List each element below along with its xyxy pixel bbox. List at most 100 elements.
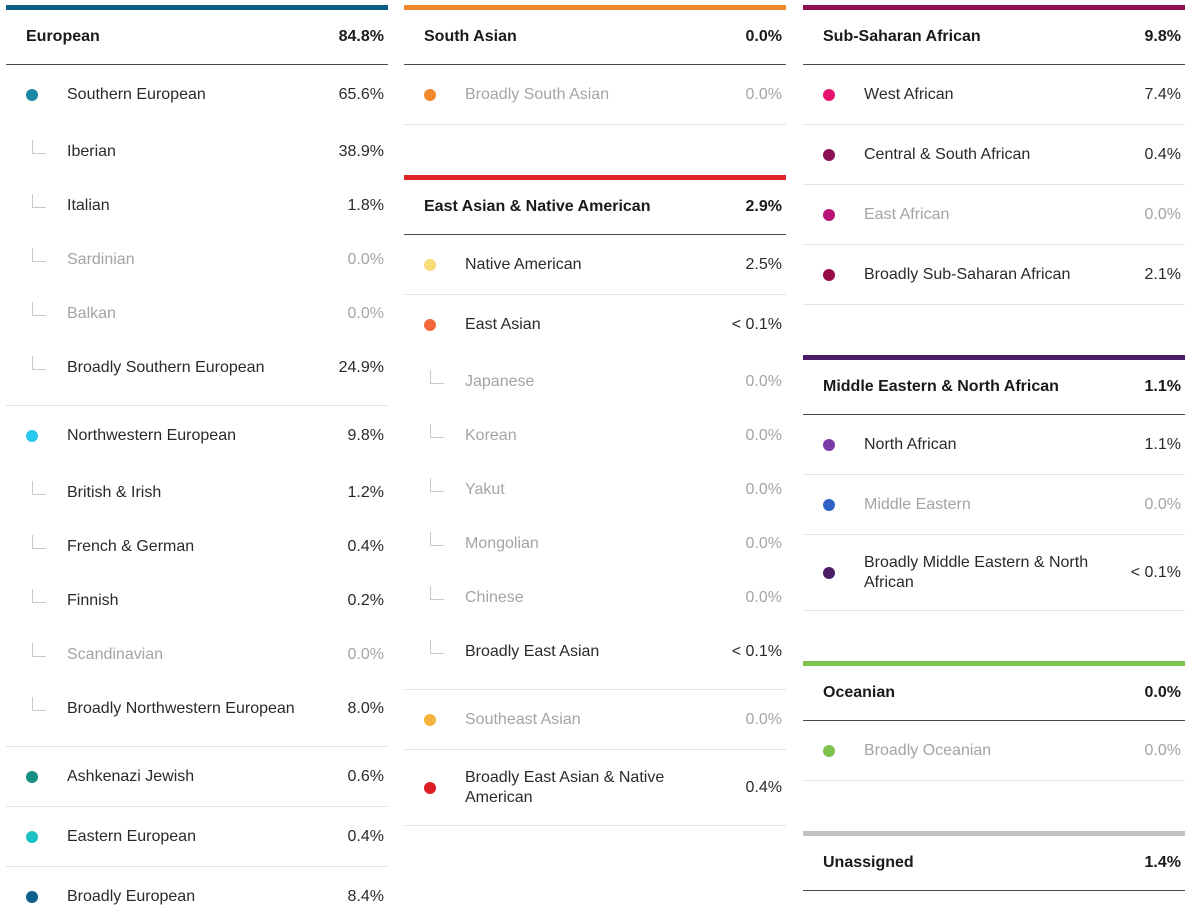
- row-left: French & German: [6, 535, 194, 556]
- sub-population-label: Sardinian: [67, 251, 135, 268]
- section-header[interactable]: Sub-Saharan African 9.8%: [803, 10, 1185, 65]
- section-east-asian-native-american: East Asian & Native American 2.9% Native…: [404, 175, 786, 826]
- section-header[interactable]: European 84.8%: [6, 10, 388, 65]
- sub-population-percent: 0.0%: [745, 535, 782, 552]
- population-group: Northwestern European 9.8% British & Irish…: [6, 406, 388, 747]
- section-rows: Native American 2.5% East Asian < 0.1% Japan…: [404, 235, 786, 826]
- tree-elbow-icon: [430, 370, 444, 384]
- tree-elbow-icon: [32, 535, 46, 549]
- section-header[interactable]: East Asian & Native American 2.9%: [404, 180, 786, 235]
- tree-elbow-icon: [430, 478, 444, 492]
- section-european: European 84.8% Southern European 65.6% Ibe…: [6, 5, 388, 915]
- population-row-broadly-east-asian-and-native-american[interactable]: Broadly East Asian & Native American 0.4%: [404, 750, 786, 826]
- population-row-southeast-asian[interactable]: Southeast Asian 0.0%: [404, 690, 786, 750]
- sub-population-row-korean[interactable]: Korean 0.0%: [404, 409, 786, 463]
- sub-population-row-mongolian[interactable]: Mongolian 0.0%: [404, 517, 786, 571]
- sub-population-label: Yakut: [465, 481, 505, 498]
- population-row-northwestern-european[interactable]: Northwestern European 9.8%: [6, 406, 388, 466]
- section-header[interactable]: Middle Eastern & North African 1.1%: [803, 360, 1185, 415]
- sub-population-row-yakut[interactable]: Yakut 0.0%: [404, 463, 786, 517]
- legend-dot: [26, 430, 38, 442]
- population-row-east-african[interactable]: East African 0.0%: [803, 185, 1185, 245]
- population-row-broadly-sub-saharan-african[interactable]: Broadly Sub-Saharan African 2.1%: [803, 245, 1185, 305]
- population-percent: 8.4%: [347, 887, 384, 905]
- sub-population-percent: 0.0%: [347, 305, 384, 322]
- section-percent: 1.1%: [1144, 378, 1181, 395]
- section-sub-saharan-african: Sub-Saharan African 9.8% West African 7.4…: [803, 5, 1185, 305]
- sub-population-label: Chinese: [465, 589, 524, 606]
- population-row-central-and-south-african[interactable]: Central & South African 0.4%: [803, 125, 1185, 185]
- population-row-north-african[interactable]: North African 1.1%: [803, 415, 1185, 475]
- legend-dot: [823, 566, 835, 579]
- tree-elbow-icon: [32, 194, 46, 208]
- legend-dot: [26, 890, 38, 903]
- sub-population-percent: 0.4%: [347, 538, 384, 555]
- legend-dot: [424, 781, 436, 794]
- population-label: Ashkenazi Jewish: [67, 767, 195, 785]
- population-percent: 0.0%: [745, 85, 782, 103]
- population-row-ashkenazi-jewish[interactable]: Ashkenazi Jewish 0.6%: [6, 747, 388, 807]
- section-header[interactable]: South Asian 0.0%: [404, 10, 786, 65]
- sub-population-row-balkan[interactable]: Balkan 0.0%: [6, 287, 388, 341]
- row-left: Broadly Southern European: [6, 356, 265, 377]
- sub-population-row-french-and-german[interactable]: French & German 0.4%: [6, 520, 388, 574]
- population-row-middle-eastern[interactable]: Middle Eastern 0.0%: [803, 475, 1185, 535]
- legend-dot: [424, 88, 436, 101]
- sub-population-row-broadly-east-asian[interactable]: Broadly East Asian < 0.1%: [404, 625, 786, 679]
- section-south-asian: South Asian 0.0% Broadly South Asian 0.0%: [404, 5, 786, 125]
- population-row-broadly-european[interactable]: Broadly European 8.4%: [6, 867, 388, 915]
- population-percent: 7.4%: [1144, 85, 1181, 103]
- sub-population-row-broadly-northwestern-european[interactable]: Broadly Northwestern European 8.0%: [6, 682, 388, 736]
- row-left: Southern European: [6, 85, 206, 105]
- population-row-east-asian[interactable]: East Asian < 0.1%: [404, 295, 786, 355]
- sub-population-row-sardinian[interactable]: Sardinian 0.0%: [6, 233, 388, 287]
- sub-population-label: Broadly Southern European: [67, 359, 265, 376]
- population-label: Central & South African: [864, 145, 1031, 163]
- legend-dot: [823, 744, 835, 757]
- population-percent: 0.4%: [347, 827, 384, 845]
- population-label: Broadly South Asian: [465, 85, 610, 103]
- population-row-eastern-european[interactable]: Eastern European 0.4%: [6, 807, 388, 867]
- sub-population-row-broadly-southern-european[interactable]: Broadly Southern European 24.9%: [6, 341, 388, 395]
- sub-population-percent: 0.0%: [347, 646, 384, 663]
- section-header[interactable]: Oceanian 0.0%: [803, 666, 1185, 721]
- population-row-broadly-middle-eastern-and-north-african[interactable]: Broadly Middle Eastern & North African < …: [803, 535, 1185, 611]
- section-rows: West African 7.4% Central & South African 0…: [803, 65, 1185, 305]
- tree-elbow-icon: [32, 302, 46, 316]
- population-row-southern-european[interactable]: Southern European 65.6%: [6, 65, 388, 125]
- sub-population-row-british-and-irish[interactable]: British & Irish 1.2%: [6, 466, 388, 520]
- section-percent: 84.8%: [338, 28, 384, 45]
- tree-elbow-icon: [32, 589, 46, 603]
- sub-population-percent: 1.2%: [347, 484, 384, 501]
- sub-population-row-finnish[interactable]: Finnish 0.2%: [6, 574, 388, 628]
- section-unassigned: Unassigned 1.4%: [803, 831, 1185, 891]
- section-title: Middle Eastern & North African: [823, 378, 1059, 395]
- sub-population-row-chinese[interactable]: Chinese 0.0%: [404, 571, 786, 625]
- section-title: South Asian: [424, 28, 517, 45]
- tree-elbow-icon: [430, 586, 444, 600]
- row-left: Broadly East Asian: [404, 640, 600, 661]
- legend-dot: [424, 258, 436, 271]
- sub-population-row-iberian[interactable]: Iberian 38.9%: [6, 125, 388, 179]
- population-row-native-american[interactable]: Native American 2.5%: [404, 235, 786, 295]
- sub-population-row-japanese[interactable]: Japanese 0.0%: [404, 355, 786, 409]
- row-left: East African: [803, 205, 949, 225]
- population-row-broadly-south-asian[interactable]: Broadly South Asian 0.0%: [404, 65, 786, 125]
- tree-elbow-icon: [32, 248, 46, 262]
- population-label: Southern European: [67, 86, 206, 103]
- legend-dot: [823, 208, 835, 221]
- sub-population-label: Italian: [67, 197, 110, 214]
- sub-population-label: Broadly East Asian: [465, 643, 600, 660]
- population-percent: 0.0%: [1144, 495, 1181, 513]
- row-left: Korean: [404, 424, 517, 445]
- section-percent: 2.9%: [745, 198, 782, 215]
- section-header[interactable]: Unassigned 1.4%: [803, 836, 1185, 891]
- row-left: Sardinian: [6, 248, 135, 269]
- row-left: Native American: [404, 255, 582, 275]
- sub-population-row-italian[interactable]: Italian 1.8%: [6, 179, 388, 233]
- row-left: Broadly Northwestern European: [6, 697, 295, 718]
- sub-population-row-scandinavian[interactable]: Scandinavian 0.0%: [6, 628, 388, 682]
- population-row-broadly-oceanian[interactable]: Broadly Oceanian 0.0%: [803, 721, 1185, 781]
- population-row-west-african[interactable]: West African 7.4%: [803, 65, 1185, 125]
- sub-population-percent: 8.0%: [347, 700, 384, 717]
